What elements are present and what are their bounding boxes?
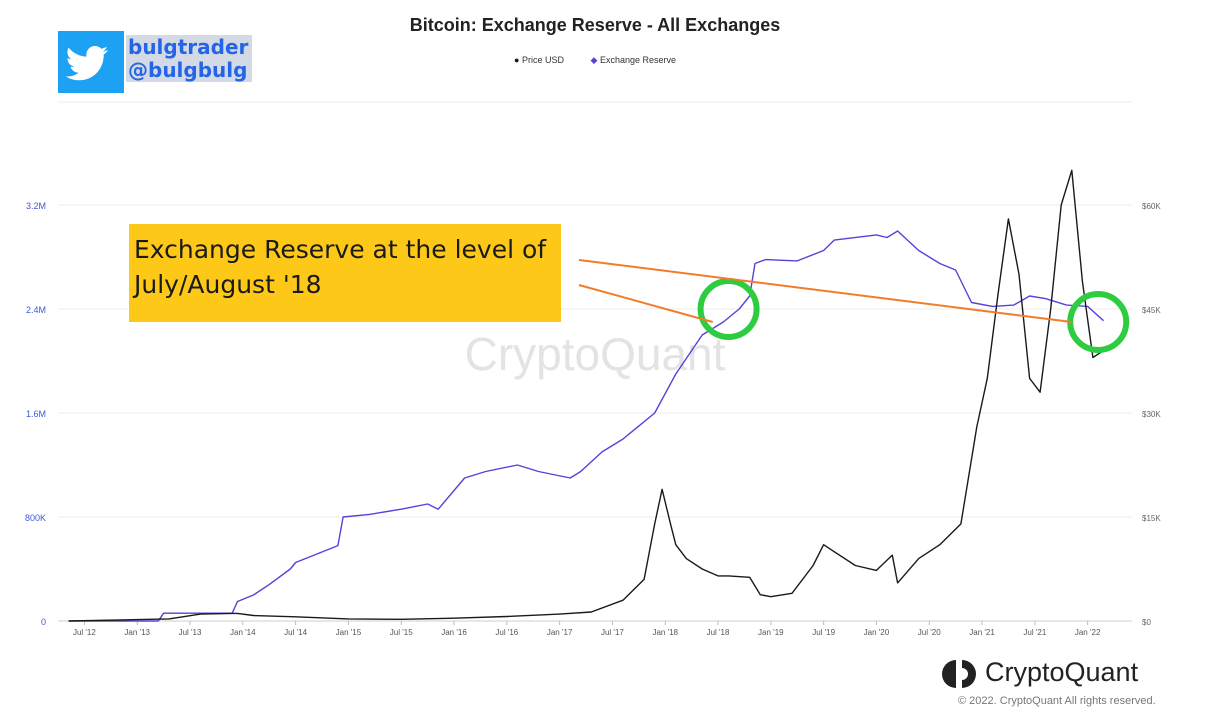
y-left-tick-label: 2.4M	[26, 305, 46, 315]
twitter-name: bulgtrader	[128, 35, 249, 59]
annotation-text: Exchange Reserve at the level of July/Au…	[134, 235, 547, 299]
x-tick-label: Jan '18	[652, 628, 678, 637]
twitter-at: @bulgbulg	[128, 58, 248, 82]
x-tick-label: Jul '21	[1023, 628, 1046, 637]
x-tick-label: Jul '13	[179, 628, 202, 637]
x-tick-label: Jan '19	[758, 628, 784, 637]
x-tick-label: Jan '22	[1075, 628, 1101, 637]
highlight-circle	[697, 278, 760, 340]
x-axis: Jul '12 Jan '13 Jul '13 Jan '14 Jul '14 Jan '…	[73, 621, 1101, 637]
y-right-tick-label: $15K	[1142, 514, 1161, 523]
legend-label-price: Price USD	[521, 55, 564, 65]
annotation-pointer-line	[578, 259, 1072, 323]
footer-copyright: © 2022. CryptoQuant All rights reserved.	[958, 695, 1156, 707]
chart-legend: ● Price USD ◆ Exchange Reserve	[0, 55, 1190, 66]
annotation-pointer-line	[578, 284, 714, 323]
y-right-tick-label: $60K	[1142, 202, 1161, 211]
twitter-bird-icon	[58, 31, 124, 93]
x-tick-label: Jul '14	[284, 628, 307, 637]
highlight-circle	[1067, 291, 1130, 353]
footer-brand: CryptoQuant	[985, 657, 1139, 687]
exchange-reserve-line	[68, 230, 1104, 622]
x-tick-label: Jan '16	[441, 628, 467, 637]
price-usd-line	[68, 169, 1104, 622]
y-left-tick-label: 1.6M	[26, 409, 46, 419]
legend-item-price[interactable]: ● Price USD	[514, 55, 564, 65]
watermark: CryptoQuant	[465, 328, 726, 380]
x-tick-label: Jul '17	[601, 628, 624, 637]
legend-item-reserve[interactable]: ◆ Exchange Reserve	[590, 55, 676, 65]
series-lines	[68, 169, 1104, 622]
x-tick-label: Jan '20	[864, 628, 890, 637]
legend-label-reserve: Exchange Reserve	[599, 55, 676, 65]
y-axis-right: $0 $15K $30K $45K $60K	[1142, 202, 1161, 627]
x-tick-label: Jan '15	[336, 628, 362, 637]
x-tick-label: Jan '13	[124, 628, 150, 637]
annotation-marks	[578, 259, 1130, 353]
cryptoquant-logo-icon	[942, 660, 976, 688]
y-axis-left: 0 800K 1.6M 2.4M 3.2M	[25, 201, 46, 627]
y-right-tick-label: $0	[1142, 618, 1151, 627]
chart-title: Bitcoin: Exchange Reserve - All Exchange…	[409, 15, 781, 35]
x-tick-label: Jul '15	[390, 628, 413, 637]
y-right-tick-label: $45K	[1142, 306, 1161, 315]
y-left-tick-label: 800K	[25, 513, 46, 523]
x-tick-label: Jul '12	[73, 628, 96, 637]
y-left-tick-label: 0	[41, 617, 46, 627]
x-tick-label: Jan '17	[547, 628, 573, 637]
x-tick-label: Jul '18	[707, 628, 730, 637]
twitter-badge: bulgtrader @bulgbulg	[58, 31, 253, 93]
y-right-tick-label: $30K	[1142, 410, 1161, 419]
y-left-tick-label: 3.2M	[26, 201, 46, 211]
x-tick-label: Jul '19	[812, 628, 835, 637]
x-tick-label: Jul '16	[495, 628, 518, 637]
annotation-box: Exchange Reserve at the level of July/Au…	[129, 224, 561, 322]
x-tick-label: Jan '14	[230, 628, 256, 637]
x-tick-label: Jan '21	[969, 628, 995, 637]
x-tick-label: Jul '20	[918, 628, 941, 637]
twitter-handles: bulgtrader @bulgbulg	[126, 35, 253, 82]
